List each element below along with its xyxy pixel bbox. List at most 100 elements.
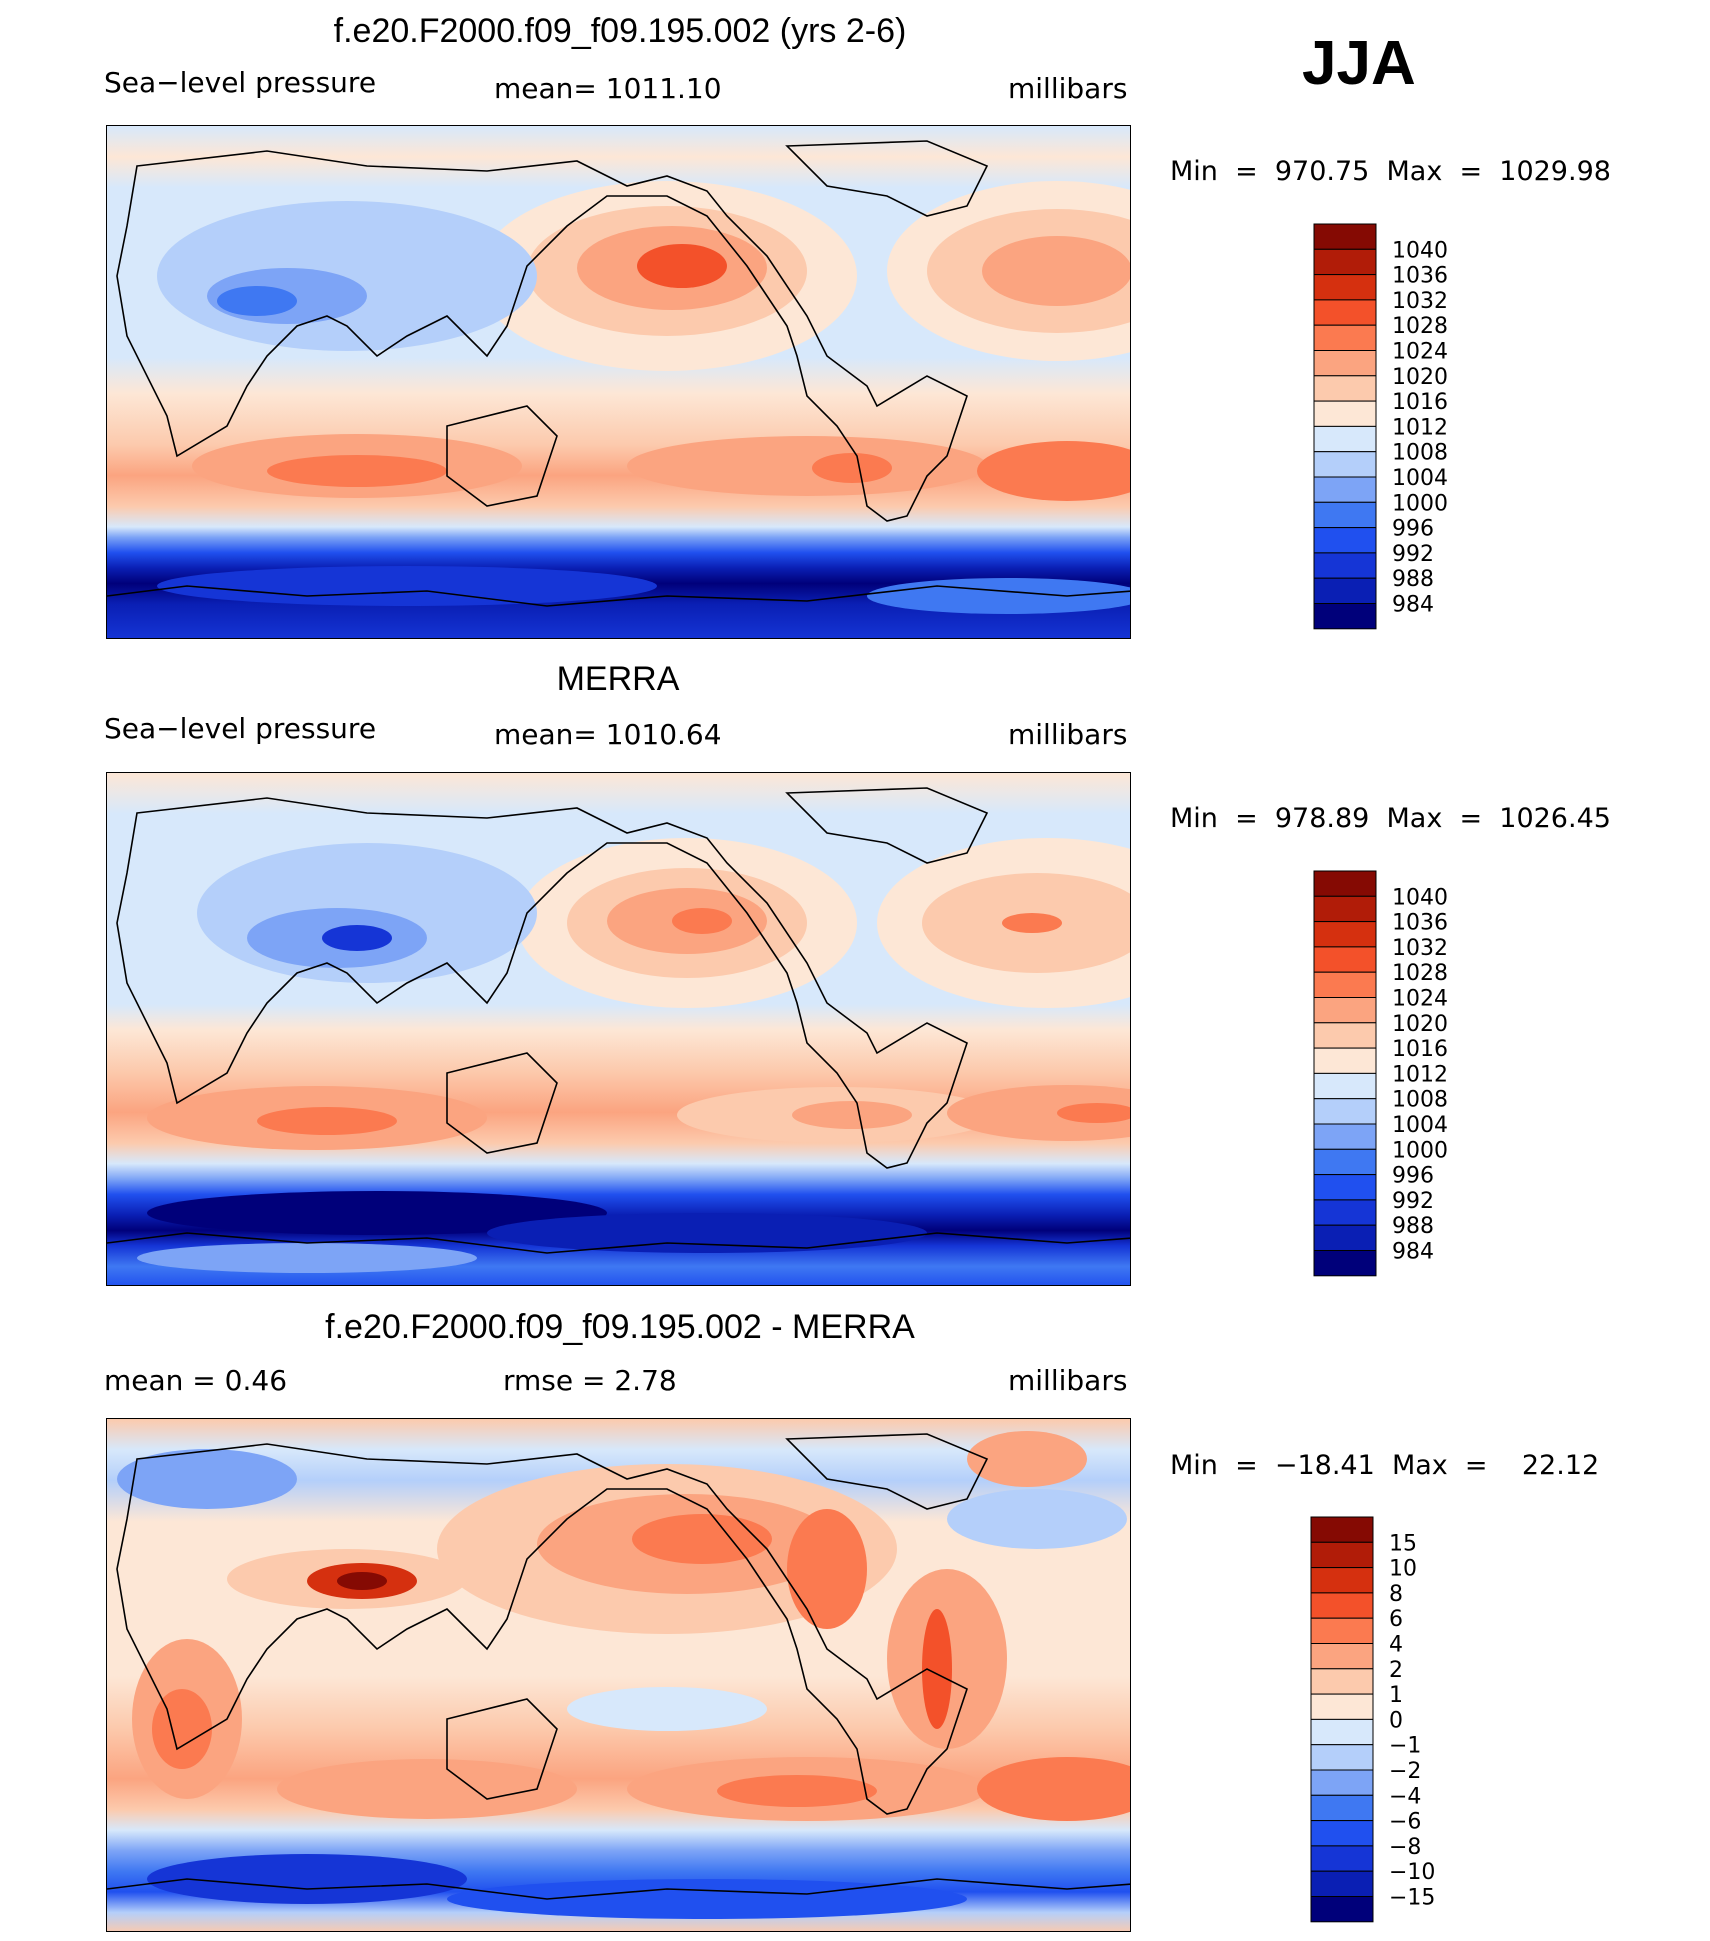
panel-2-minmax: Min = 978.89 Max = 1026.45: [1170, 803, 1611, 834]
panel-2-colorbar-tick-label: 1020: [1392, 1012, 1448, 1037]
panel-3-colorbar-tick-label: 10: [1389, 1557, 1417, 1582]
panel-2-colorbar-swatch: [1313, 895, 1377, 923]
panel-2-mean-label: mean= 1010.64: [494, 718, 722, 751]
panel-1-colorbar-swatch: [1313, 274, 1377, 301]
panel-3-colorbar-swatch: [1310, 1794, 1374, 1822]
panel-3-colorbar-tick-label: −1: [1389, 1734, 1421, 1759]
panel-3-colorbar-swatch: [1310, 1769, 1374, 1796]
panel-2-colorbar-swatch: [1313, 1047, 1377, 1074]
panel-2-colorbar-swatch: [1313, 1148, 1377, 1176]
panel-3-colorbar-tick-label: 8: [1389, 1582, 1403, 1607]
panel-2-colorbar-swatch: [1313, 1123, 1377, 1150]
panel-2-colorbar-tick-label: 1012: [1392, 1062, 1448, 1087]
panel-2-colorbar-swatch: [1313, 1022, 1377, 1049]
panel-2-map: [106, 772, 1131, 1286]
panel-1-colorbar-swatch: [1313, 350, 1377, 377]
panel-1-colorbar-swatch: [1313, 451, 1377, 478]
panel-3-rmse-label: rmse = 2.78: [503, 1364, 677, 1397]
panel-3-mean-label: mean = 0.46: [104, 1364, 288, 1397]
panel-1-colorbar-tick-label: 984: [1392, 593, 1434, 618]
panel-3-colorbar-swatch: [1310, 1516, 1374, 1543]
panel-2-colorbar-tick-label: 1024: [1392, 987, 1448, 1012]
panel-1-map: [106, 125, 1131, 639]
panel-3-colorbar-swatch: [1310, 1592, 1374, 1619]
panel-1-colorbar-tick-label: 1016: [1392, 390, 1448, 415]
panel-2-colorbar-tick-label: 996: [1392, 1164, 1434, 1189]
panel-1-colorbar-tick-label: 1004: [1392, 466, 1448, 491]
panel-1-minmax: Min = 970.75 Max = 1029.98: [1170, 156, 1611, 187]
panel-2-colorbar-tick-label: 1008: [1392, 1088, 1448, 1113]
panel-2-colorbar-swatch: [1313, 971, 1377, 998]
panel-1-colorbar-tick-label: 1032: [1392, 289, 1448, 314]
panel-1-colorbar-swatch: [1313, 375, 1377, 402]
panel-3-colorbar: 15 10 8 6 4 2 1 0 −1 −2 −4 −6 −8 −10 −15: [1310, 1516, 1471, 1927]
panel-3-units-label: millibars: [1008, 1364, 1128, 1397]
panel-2-colorbar-tick-label: 992: [1392, 1189, 1434, 1214]
panel-1-colorbar-swatch: [1313, 527, 1377, 554]
panel-3-colorbar-tick-label: 15: [1389, 1531, 1417, 1556]
panel-1-colorbar-swatch: [1313, 501, 1377, 529]
panel-1-colorbar-swatch: [1313, 400, 1377, 427]
panel-2-title: MERRA: [556, 660, 680, 698]
panel-1-colorbar-tick-label: 996: [1392, 517, 1434, 542]
panel-1-colorbar-tick-label: 992: [1392, 542, 1434, 567]
panel-2-colorbar-tick-label: 988: [1392, 1214, 1434, 1239]
panel-1-colorbar-swatch: [1313, 324, 1377, 351]
panel-3-colorbar-swatch: [1310, 1617, 1374, 1644]
panel-3-colorbar-tick-label: −6: [1389, 1810, 1421, 1835]
panel-1-units-label: millibars: [1008, 72, 1128, 105]
panel-2-colorbar-swatch: [1313, 946, 1377, 973]
panel-1-colorbar-swatch: [1313, 299, 1377, 326]
panel-2-colorbar-swatch: [1313, 1199, 1377, 1226]
panel-1-colorbar-swatch: [1313, 552, 1377, 579]
panel-3-colorbar-swatch: [1310, 1643, 1374, 1670]
panel-2-colorbar-swatch: [1313, 921, 1377, 948]
panel-1-colorbar-tick-label: 1040: [1392, 238, 1448, 263]
season-label: JJA: [1302, 29, 1416, 98]
panel-3-colorbar-swatch: [1310, 1541, 1374, 1569]
panel-3-colorbar-tick-label: −2: [1389, 1759, 1421, 1784]
panel-3-colorbar-swatch: [1310, 1744, 1374, 1771]
panel-1-colorbar-tick-label: 1036: [1392, 264, 1448, 289]
panel-2-units-label: millibars: [1008, 718, 1128, 751]
panel-2-colorbar-tick-label: 984: [1392, 1240, 1434, 1265]
panel-2-colorbar-swatch: [1313, 1098, 1377, 1125]
panel-1-colorbar-swatch: [1313, 425, 1377, 453]
panel-3-colorbar-tick-label: −15: [1389, 1886, 1435, 1911]
panel-1-colorbar-tick-label: 1028: [1392, 314, 1448, 339]
panel-1-colorbar-tick-label: 988: [1392, 567, 1434, 592]
panel-1-colorbar-tick-label: 1012: [1392, 415, 1448, 440]
panel-2-variable-label: Sea−level pressure: [104, 712, 377, 745]
panel-3-colorbar-swatch: [1310, 1870, 1374, 1898]
panel-2-colorbar-swatch: [1313, 1224, 1377, 1252]
panel-1-colorbar-swatch: [1313, 223, 1377, 250]
panel-1-colorbar-swatch: [1313, 248, 1377, 276]
panel-3-map: [106, 1418, 1131, 1932]
panel-2-colorbar-swatch: [1313, 1072, 1377, 1100]
panel-3-colorbar-tick-label: −4: [1389, 1784, 1421, 1809]
panel-1-mean-label: mean= 1011.10: [494, 72, 722, 105]
panel-2-colorbar-swatch: [1313, 997, 1377, 1024]
panel-3-colorbar-tick-label: 6: [1389, 1607, 1403, 1632]
panel-1-colorbar-swatch: [1313, 577, 1377, 605]
panel-2-colorbar-tick-label: 1040: [1392, 885, 1448, 910]
panel-3-colorbar-tick-label: 4: [1389, 1633, 1403, 1658]
panel-2-colorbar-tick-label: 1028: [1392, 961, 1448, 986]
panel-3-colorbar-swatch: [1310, 1567, 1374, 1594]
panel-3-colorbar-swatch: [1310, 1820, 1374, 1847]
panel-2-colorbar-tick-label: 1032: [1392, 936, 1448, 961]
panel-3-title: f.e20.F2000.f09_f09.195.002 - MERRA: [325, 1308, 915, 1346]
panel-3-colorbar-swatch: [1310, 1668, 1374, 1695]
panel-3-colorbar-swatch: [1310, 1693, 1374, 1720]
panel-3-colorbar-tick-label: 1: [1389, 1683, 1403, 1708]
panel-2-colorbar-tick-label: 1004: [1392, 1113, 1448, 1138]
panel-1-colorbar-tick-label: 1020: [1392, 365, 1448, 390]
panel-3-colorbar-tick-label: −8: [1389, 1835, 1421, 1860]
panel-1-colorbar-swatch: [1313, 476, 1377, 503]
panel-3-colorbar-swatch: [1310, 1845, 1374, 1872]
panel-2-colorbar-tick-label: 1000: [1392, 1138, 1448, 1163]
panel-3-colorbar-tick-label: −10: [1389, 1860, 1435, 1885]
panel-1-title: f.e20.F2000.f09_f09.195.002 (yrs 2-6): [333, 12, 907, 50]
panel-3-colorbar-tick-label: 0: [1389, 1708, 1403, 1733]
panel-3-colorbar-swatch: [1310, 1718, 1374, 1746]
